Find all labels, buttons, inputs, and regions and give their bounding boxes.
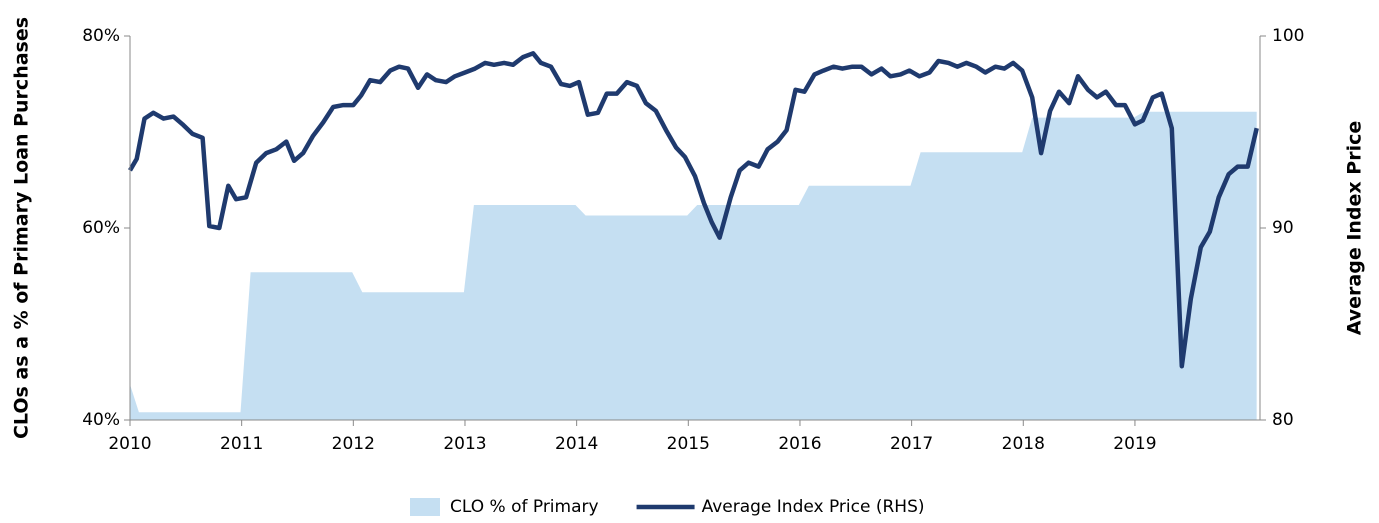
y-tick-label: 60% xyxy=(82,218,120,238)
y2-axis-title: Average Index Price xyxy=(1344,121,1366,336)
x-tick-label: 2011 xyxy=(220,434,263,454)
x-tick-label: 2013 xyxy=(443,434,486,454)
x-tick-label: 2017 xyxy=(890,434,933,454)
legend-swatch xyxy=(410,498,440,516)
x-tick-label: 2016 xyxy=(778,434,821,454)
x-tick-label: 2014 xyxy=(555,434,598,454)
line xyxy=(128,51,1259,369)
area xyxy=(130,111,1257,421)
y2-tick-label: 90 xyxy=(1272,218,1294,238)
y-axis-title: CLOs as a % of Primary Loan Purchases xyxy=(11,17,33,439)
x-tick-label: 2010 xyxy=(108,434,151,454)
x-tick-label: 2018 xyxy=(1002,434,1045,454)
x-tick-label: 2012 xyxy=(332,434,375,454)
x-tick-label: 2015 xyxy=(667,434,710,454)
y2-tick-label: 100 xyxy=(1272,26,1304,46)
y2-tick-label: 80 xyxy=(1272,410,1294,430)
y-tick-label: 40% xyxy=(82,410,120,430)
x-tick-label: 2019 xyxy=(1113,434,1156,454)
y-tick-label: 80% xyxy=(82,26,120,46)
legend-label: Average Index Price (RHS) xyxy=(702,497,925,517)
legend-label: CLO % of Primary xyxy=(450,497,599,517)
